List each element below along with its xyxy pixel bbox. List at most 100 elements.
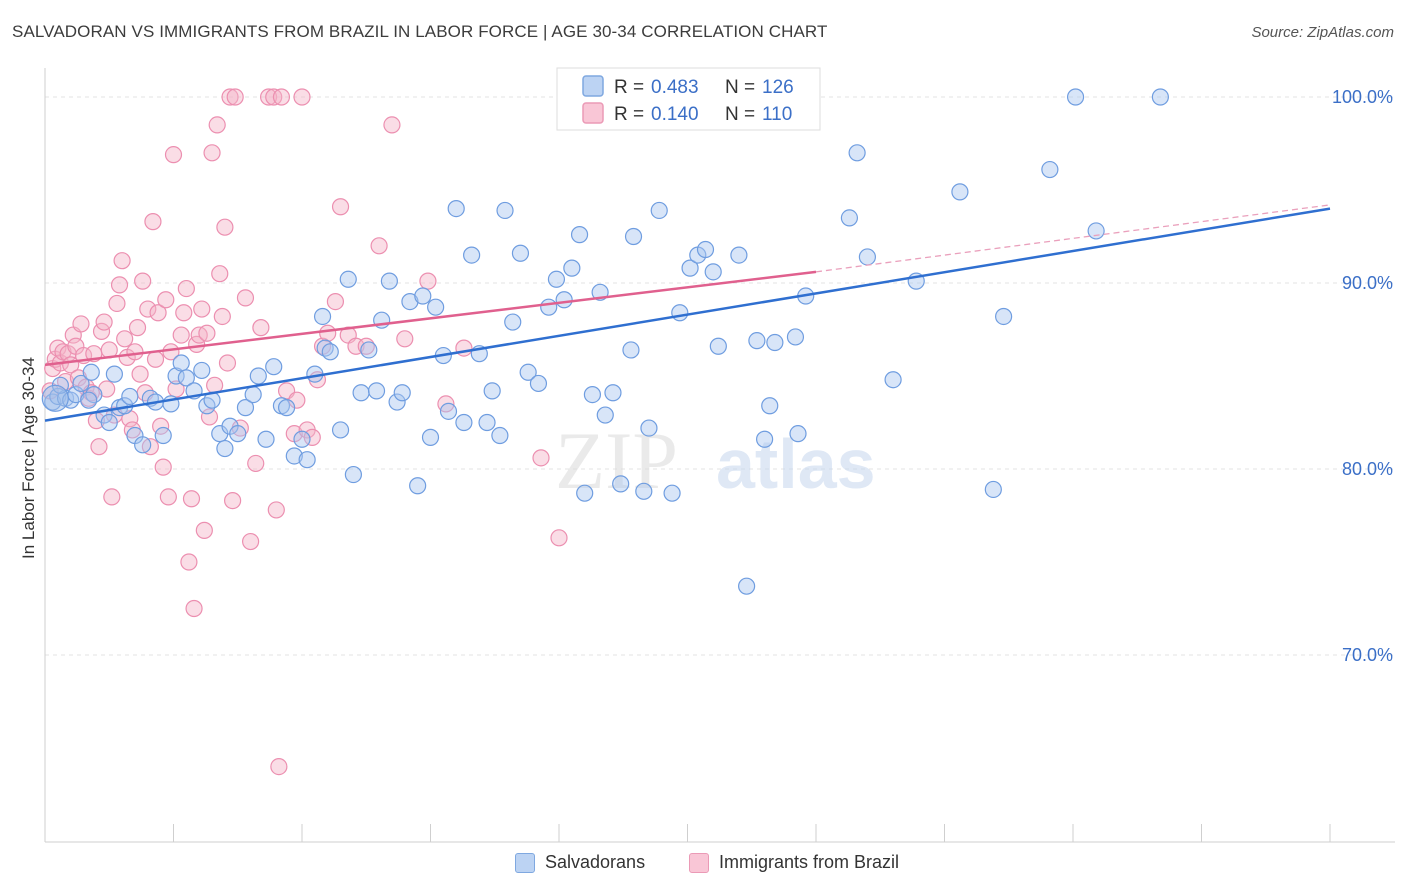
brazil-point [221, 88, 239, 106]
salvadoran-point [663, 484, 681, 502]
salvadoran-point [761, 397, 779, 415]
y-tick-label: 90.0% [1342, 273, 1393, 293]
legend-swatch [582, 75, 604, 97]
salvadoran-point [257, 430, 275, 448]
brazil-point [383, 116, 401, 134]
salvadoran-point [504, 313, 522, 331]
salvadoran-point [696, 240, 715, 259]
watermark-zip: ZIP [555, 415, 678, 506]
brazil-point [331, 198, 350, 216]
brazil-point [146, 350, 165, 368]
salvadoran-point [622, 341, 640, 359]
salvadoran-point [681, 259, 699, 277]
salvadoran-point [840, 209, 859, 227]
brazil-point [128, 319, 147, 337]
brazil-point [198, 324, 216, 342]
legend-item-brazil[interactable]: Immigrants from Brazil [689, 852, 899, 873]
salvadoran-point [172, 354, 190, 372]
salvadoran-point [339, 270, 357, 288]
scatter-chart: ZIP atlas 100.0%90.0%80.0%70.0%0.0%50.0%… [19, 67, 1395, 843]
brazil-point [144, 213, 162, 231]
y-tick-label: 80.0% [1342, 459, 1393, 479]
legend-label-brazil: Immigrants from Brazil [719, 852, 900, 872]
legend-n-label: N = [725, 77, 755, 98]
salvadoran-point [519, 363, 537, 381]
brazil-point [108, 294, 126, 313]
salvadoran-point [583, 386, 602, 404]
brazil-point [236, 289, 255, 307]
legend-bottom: Salvadorans Immigrants from Brazil [0, 852, 1406, 878]
salvadoran-point [427, 298, 445, 316]
salvadoran-point [984, 480, 1002, 499]
salvadoran-point [249, 367, 267, 385]
salvadoran-point [529, 374, 548, 393]
salvadoran-point [277, 399, 296, 417]
legend-r-value: 0.483 [651, 77, 699, 98]
salvadoran-point [344, 465, 362, 484]
legend-swatch-pink [689, 852, 709, 873]
brazil-point [95, 313, 113, 331]
salvadoran-point [1066, 88, 1085, 106]
chart-title: SALVADORAN VS IMMIGRANTS FROM BRAZIL IN … [12, 22, 828, 41]
salvadoran-point [848, 144, 866, 162]
salvadoran-point [640, 419, 658, 437]
salvadoran-point [755, 430, 774, 448]
legend-item-salvadorans[interactable]: Salvadorans [515, 852, 645, 873]
salvadoran-point [650, 201, 668, 220]
salvadoran-point [285, 447, 303, 465]
salvadoran-point [563, 259, 581, 277]
salvadoran-point [229, 425, 247, 443]
brazil-point [121, 410, 139, 428]
legend-swatch-blue [515, 852, 535, 873]
salvadoran-point [193, 361, 211, 380]
brazil-point [113, 252, 131, 270]
salvadoran-point [884, 371, 902, 389]
legend-r-label: R = [614, 104, 644, 125]
salvadoran-point [244, 386, 262, 404]
salvadoran-point [380, 272, 398, 290]
salvadoran-point [570, 226, 589, 244]
brazil-point [247, 454, 265, 473]
legend-top: R = 0.483 N = 126 R = 0.140 N = 110 [556, 67, 821, 131]
brazil-point [370, 237, 388, 255]
brazil-point [224, 492, 242, 510]
salvadoran-point [352, 384, 370, 402]
brazil-point [211, 265, 229, 283]
salvadoran-point [748, 332, 766, 350]
salvadoran-point [858, 248, 877, 266]
brazil-point [226, 88, 244, 106]
brazil-point [252, 319, 270, 337]
brazil-point [419, 272, 437, 290]
salvadoran-point [439, 402, 458, 420]
salvadoran-point [786, 328, 805, 346]
salvadoran-point [100, 413, 118, 432]
salvadoran-point [216, 439, 234, 458]
salvadoran-point [709, 337, 727, 355]
salvadoran-point [704, 263, 722, 281]
salvadoran-point [401, 293, 419, 311]
salvadoran-point [1087, 222, 1105, 240]
brazil-point [216, 218, 234, 236]
salvadoran-point [236, 399, 255, 417]
legend-label-salvadorans: Salvadorans [545, 852, 646, 872]
y-tick-label: 100.0% [1332, 87, 1393, 107]
salvadoran-point [540, 298, 558, 316]
salvadoran-point [1041, 160, 1059, 179]
salvadoran-point [766, 333, 784, 352]
salvadoran-point [414, 287, 432, 305]
legend-n-value: 110 [762, 104, 792, 125]
trend-lines [44, 204, 1331, 422]
brazil-point [218, 354, 237, 372]
salvadoran-point [496, 201, 514, 220]
salvadoran-point [555, 291, 573, 309]
brazil-point [175, 304, 193, 322]
salvadoran-point [331, 421, 350, 439]
brazil-point [154, 458, 172, 476]
brazil-point [159, 488, 177, 506]
salvadoran-point [360, 341, 378, 359]
brazil-point [177, 279, 195, 298]
brazil-point [550, 529, 568, 547]
brazil-point [180, 553, 198, 571]
brazil-trend-extension [815, 204, 1331, 273]
salvadoran-point [596, 406, 614, 424]
